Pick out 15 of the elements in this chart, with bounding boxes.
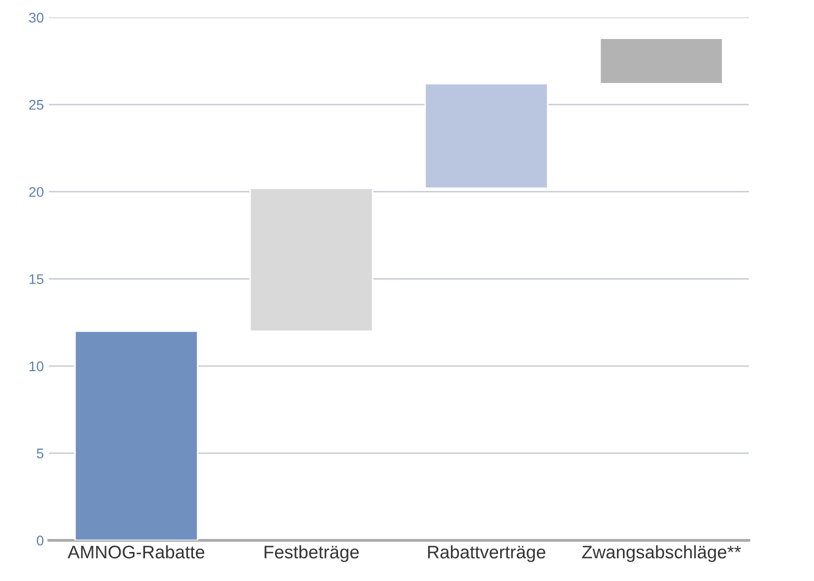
y-tick-label: 0 <box>36 536 44 546</box>
x-tick-label: Zwangsabschläge** <box>582 545 741 562</box>
x-tick-label: Festbeträge <box>264 545 359 562</box>
bar <box>74 330 198 540</box>
y-tick-label: 10 <box>30 361 44 372</box>
bar <box>249 188 374 332</box>
bar <box>599 38 724 84</box>
y-tick-label: 15 <box>30 274 44 284</box>
y-tick-label: 5 <box>36 448 44 458</box>
y-tick-label: 30 <box>29 12 44 23</box>
x-tick-label: AMNOG-Rabatte <box>68 545 204 558</box>
y-tick-label: 20 <box>29 187 44 197</box>
bar <box>424 82 548 189</box>
y-tick-label: 25 <box>29 100 44 110</box>
x-tick-label: Rabattverträge <box>428 545 546 562</box>
